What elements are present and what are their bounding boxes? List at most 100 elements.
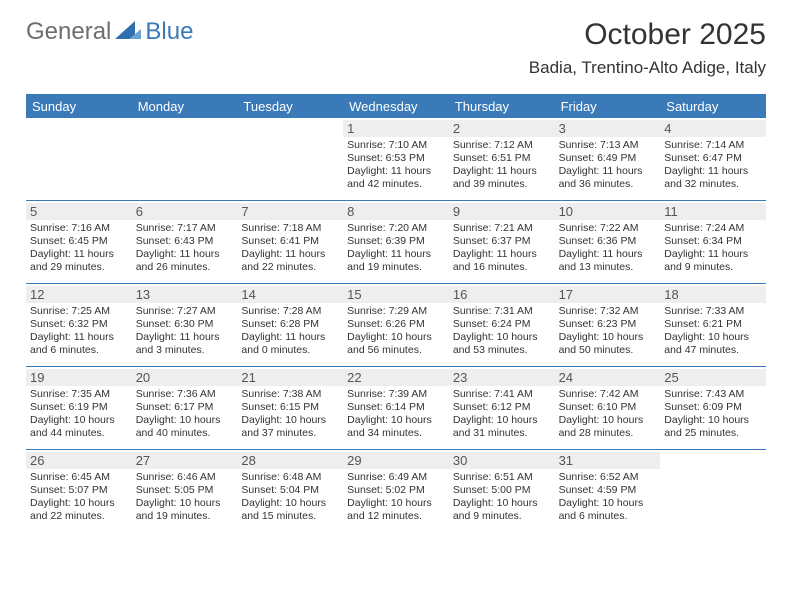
day-details: Sunrise: 7:36 AMSunset: 6:17 PMDaylight:… [136,388,234,441]
week-row: 12 Sunrise: 7:25 AMSunset: 6:32 PMDayligh… [26,283,766,366]
day-details: Sunrise: 6:48 AMSunset: 5:04 PMDaylight:… [241,471,339,524]
title-block: October 2025 Badia, Trentino-Alto Adige,… [529,18,766,78]
day-number: 25 [660,369,766,386]
header: General Blue October 2025 Badia, Trentin… [0,0,792,86]
logo-text-general: General [26,18,111,46]
dow-cell: Sunday [26,96,132,117]
day-details: Sunrise: 7:24 AMSunset: 6:34 PMDaylight:… [664,222,762,275]
day-details: Sunrise: 7:32 AMSunset: 6:23 PMDaylight:… [559,305,657,358]
day-details: Sunrise: 7:43 AMSunset: 6:09 PMDaylight:… [664,388,762,441]
day-number: 10 [555,203,661,220]
dow-cell: Monday [132,96,238,117]
day-details: Sunrise: 6:45 AMSunset: 5:07 PMDaylight:… [30,471,128,524]
day-details: Sunrise: 7:35 AMSunset: 6:19 PMDaylight:… [30,388,128,441]
day-cell: 18Sunrise: 7:33 AMSunset: 6:21 PMDayligh… [660,284,766,366]
empty-cell [26,118,132,200]
logo: General Blue [26,18,193,46]
day-details: Sunrise: 7:14 AMSunset: 6:47 PMDaylight:… [664,139,762,192]
day-cell: 9 Sunrise: 7:21 AMSunset: 6:37 PMDaylight… [449,201,555,283]
day-details: Sunrise: 7:27 AMSunset: 6:30 PMDaylight:… [136,305,234,358]
day-cell: 6Sunrise: 7:17 AMSunset: 6:43 PMDaylight… [132,201,238,283]
dow-cell: Thursday [449,96,555,117]
day-cell: 17 Sunrise: 7:32 AMSunset: 6:23 PMDayligh… [555,284,661,366]
week-row: 1 Sunrise: 7:10 AMSunset: 6:53 PMDaylight… [26,117,766,200]
day-number: 22 [343,369,449,386]
day-number: 15 [343,286,449,303]
logo-text-blue: Blue [145,18,193,46]
week-row: 19Sunrise: 7:35 AMSunset: 6:19 PMDayligh… [26,366,766,449]
day-cell: 20 Sunrise: 7:36 AMSunset: 6:17 PMDayligh… [132,367,238,449]
day-details: Sunrise: 7:12 AMSunset: 6:51 PMDaylight:… [453,139,551,192]
day-number: 12 [26,286,132,303]
day-number: 17 [555,286,661,303]
day-number: 2 [449,120,555,137]
week-row: 5 Sunrise: 7:16 AMSunset: 6:45 PMDaylight… [26,200,766,283]
day-details: Sunrise: 7:16 AMSunset: 6:45 PMDaylight:… [30,222,128,275]
day-number: 1 [343,120,449,137]
day-number: 26 [26,452,132,469]
week-row: 26 Sunrise: 6:45 AMSunset: 5:07 PMDayligh… [26,449,766,532]
day-cell: 2 Sunrise: 7:12 AMSunset: 6:51 PMDaylight… [449,118,555,200]
day-details: Sunrise: 6:52 AMSunset: 4:59 PMDaylight:… [559,471,657,524]
day-cell: 25 Sunrise: 7:43 AMSunset: 6:09 PMDayligh… [660,367,766,449]
day-details: Sunrise: 7:29 AMSunset: 6:26 PMDaylight:… [347,305,445,358]
day-details: Sunrise: 7:41 AMSunset: 6:12 PMDaylight:… [453,388,551,441]
day-details: Sunrise: 7:25 AMSunset: 6:32 PMDaylight:… [30,305,128,358]
empty-cell [660,450,766,532]
day-number: 8 [343,203,449,220]
day-details: Sunrise: 6:49 AMSunset: 5:02 PMDaylight:… [347,471,445,524]
day-cell: 16Sunrise: 7:31 AMSunset: 6:24 PMDayligh… [449,284,555,366]
day-cell: 31 Sunrise: 6:52 AMSunset: 4:59 PMDayligh… [555,450,661,532]
day-details: Sunrise: 7:21 AMSunset: 6:37 PMDaylight:… [453,222,551,275]
dow-cell: Wednesday [343,96,449,117]
calendar-body: 1 Sunrise: 7:10 AMSunset: 6:53 PMDaylight… [26,117,766,532]
day-number: 13 [132,286,238,303]
day-number: 24 [555,369,661,386]
day-number: 7 [237,203,343,220]
day-cell: 15 Sunrise: 7:29 AMSunset: 6:26 PMDayligh… [343,284,449,366]
day-details: Sunrise: 7:42 AMSunset: 6:10 PMDaylight:… [559,388,657,441]
day-number: 14 [237,286,343,303]
dow-cell: Saturday [660,96,766,117]
day-cell: 28 Sunrise: 6:48 AMSunset: 5:04 PMDayligh… [237,450,343,532]
day-cell: 29 Sunrise: 6:49 AMSunset: 5:02 PMDayligh… [343,450,449,532]
day-number: 18 [660,286,766,303]
empty-cell [132,118,238,200]
day-cell: 14 Sunrise: 7:28 AMSunset: 6:28 PMDayligh… [237,284,343,366]
day-number: 3 [555,120,661,137]
day-number: 31 [555,452,661,469]
day-cell: 10Sunrise: 7:22 AMSunset: 6:36 PMDayligh… [555,201,661,283]
day-details: Sunrise: 7:18 AMSunset: 6:41 PMDaylight:… [241,222,339,275]
day-details: Sunrise: 7:28 AMSunset: 6:28 PMDaylight:… [241,305,339,358]
empty-cell [237,118,343,200]
day-details: Sunrise: 7:13 AMSunset: 6:49 PMDaylight:… [559,139,657,192]
day-cell: 23Sunrise: 7:41 AMSunset: 6:12 PMDayligh… [449,367,555,449]
day-cell: 24 Sunrise: 7:42 AMSunset: 6:10 PMDayligh… [555,367,661,449]
day-details: Sunrise: 7:38 AMSunset: 6:15 PMDaylight:… [241,388,339,441]
day-details: Sunrise: 6:51 AMSunset: 5:00 PMDaylight:… [453,471,551,524]
location-text: Badia, Trentino-Alto Adige, Italy [529,58,766,78]
day-cell: 12 Sunrise: 7:25 AMSunset: 6:32 PMDayligh… [26,284,132,366]
day-cell: 21Sunrise: 7:38 AMSunset: 6:15 PMDayligh… [237,367,343,449]
day-details: Sunrise: 7:20 AMSunset: 6:39 PMDaylight:… [347,222,445,275]
day-cell: 19Sunrise: 7:35 AMSunset: 6:19 PMDayligh… [26,367,132,449]
day-details: Sunrise: 7:17 AMSunset: 6:43 PMDaylight:… [136,222,234,275]
day-number: 5 [26,203,132,220]
day-cell: 4Sunrise: 7:14 AMSunset: 6:47 PMDaylight… [660,118,766,200]
day-details: Sunrise: 7:39 AMSunset: 6:14 PMDaylight:… [347,388,445,441]
day-of-week-header: SundayMondayTuesdayWednesdayThursdayFrid… [26,96,766,117]
day-number: 28 [237,452,343,469]
day-cell: 1 Sunrise: 7:10 AMSunset: 6:53 PMDaylight… [343,118,449,200]
day-cell: 3 Sunrise: 7:13 AMSunset: 6:49 PMDaylight… [555,118,661,200]
day-number: 9 [449,203,555,220]
day-number: 29 [343,452,449,469]
day-number: 11 [660,203,766,220]
calendar: SundayMondayTuesdayWednesdayThursdayFrid… [26,94,766,532]
day-cell: 11 Sunrise: 7:24 AMSunset: 6:34 PMDayligh… [660,201,766,283]
day-details: Sunrise: 7:10 AMSunset: 6:53 PMDaylight:… [347,139,445,192]
day-cell: 5 Sunrise: 7:16 AMSunset: 6:45 PMDaylight… [26,201,132,283]
day-number: 20 [132,369,238,386]
day-cell: 7 Sunrise: 7:18 AMSunset: 6:41 PMDaylight… [237,201,343,283]
day-number: 16 [449,286,555,303]
page-title: October 2025 [529,18,766,52]
